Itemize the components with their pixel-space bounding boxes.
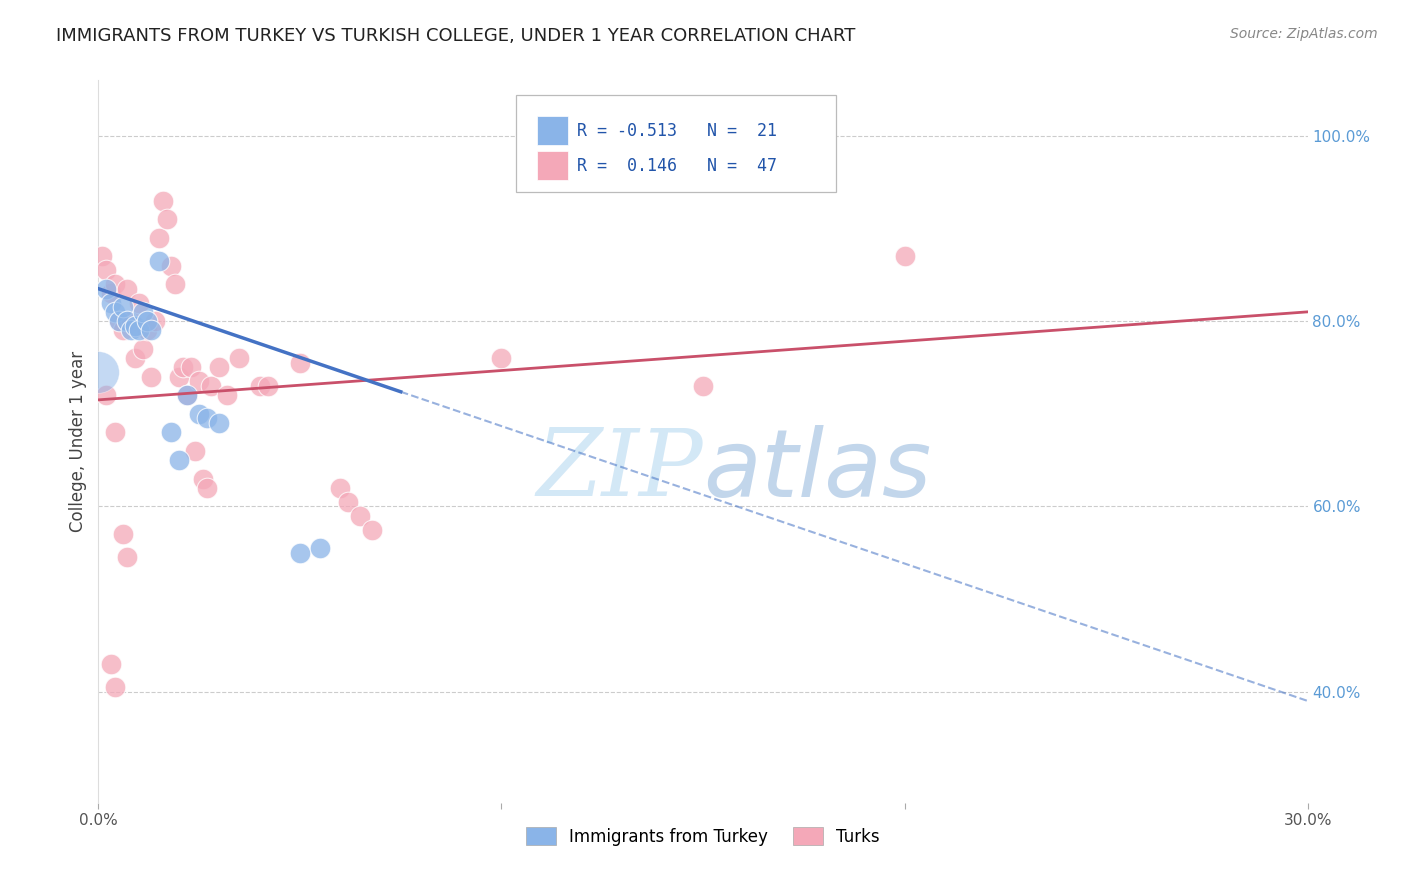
Point — [217, 388, 239, 402]
Point — [135, 314, 157, 328]
Point — [180, 360, 202, 375]
Point — [188, 407, 211, 421]
Point — [91, 249, 114, 263]
Point — [176, 388, 198, 402]
Point — [337, 494, 360, 508]
Point — [100, 295, 122, 310]
Point — [148, 231, 170, 245]
Point — [309, 541, 332, 555]
Point — [111, 323, 134, 337]
FancyBboxPatch shape — [516, 95, 837, 193]
Point — [200, 379, 222, 393]
Point — [96, 282, 118, 296]
Point — [96, 388, 118, 402]
Point — [172, 360, 194, 375]
Point — [103, 680, 125, 694]
Point — [96, 263, 118, 277]
Text: atlas: atlas — [703, 425, 931, 516]
Point — [120, 323, 142, 337]
Point — [163, 277, 186, 291]
Point — [361, 523, 384, 537]
Point — [100, 657, 122, 671]
Y-axis label: College, Under 1 year: College, Under 1 year — [69, 351, 87, 533]
Point — [329, 481, 352, 495]
Point — [107, 314, 129, 328]
Point — [148, 254, 170, 268]
Point — [156, 212, 179, 227]
Point — [184, 443, 207, 458]
Point — [124, 318, 146, 333]
Point — [208, 416, 231, 430]
Point — [288, 546, 311, 560]
Point — [195, 411, 218, 425]
Point — [107, 314, 129, 328]
Point — [103, 305, 125, 319]
Point — [228, 351, 250, 366]
Point — [132, 305, 155, 319]
Point — [111, 300, 134, 314]
Point — [139, 323, 162, 337]
Point — [249, 379, 271, 393]
Point — [195, 481, 218, 495]
Point — [87, 365, 110, 379]
Point — [193, 472, 215, 486]
Point — [128, 323, 150, 337]
Point — [115, 282, 138, 296]
Point — [115, 314, 138, 328]
Point — [160, 425, 183, 440]
Point — [100, 286, 122, 301]
Text: R =  0.146   N =  47: R = 0.146 N = 47 — [578, 156, 778, 175]
Text: R = -0.513   N =  21: R = -0.513 N = 21 — [578, 122, 778, 140]
Point — [288, 356, 311, 370]
Point — [491, 351, 513, 366]
Point — [124, 351, 146, 366]
Point — [115, 550, 138, 565]
Point — [120, 314, 142, 328]
Point — [256, 379, 278, 393]
Point — [132, 342, 155, 356]
Text: IMMIGRANTS FROM TURKEY VS TURKISH COLLEGE, UNDER 1 YEAR CORRELATION CHART: IMMIGRANTS FROM TURKEY VS TURKISH COLLEG… — [56, 27, 856, 45]
Point — [139, 369, 162, 384]
Point — [103, 277, 125, 291]
Point — [160, 259, 183, 273]
Text: Source: ZipAtlas.com: Source: ZipAtlas.com — [1230, 27, 1378, 41]
FancyBboxPatch shape — [537, 151, 568, 180]
Point — [167, 453, 190, 467]
FancyBboxPatch shape — [537, 116, 568, 145]
Point — [128, 295, 150, 310]
Point — [893, 249, 915, 263]
Point — [692, 379, 714, 393]
Point — [135, 323, 157, 337]
Point — [176, 388, 198, 402]
Text: ZIP: ZIP — [536, 425, 703, 516]
Point — [111, 527, 134, 541]
Point — [188, 375, 211, 389]
Point — [143, 314, 166, 328]
Point — [152, 194, 174, 208]
Point — [208, 360, 231, 375]
Legend: Immigrants from Turkey, Turks: Immigrants from Turkey, Turks — [519, 821, 887, 852]
Point — [103, 425, 125, 440]
Point — [167, 369, 190, 384]
Point — [349, 508, 371, 523]
